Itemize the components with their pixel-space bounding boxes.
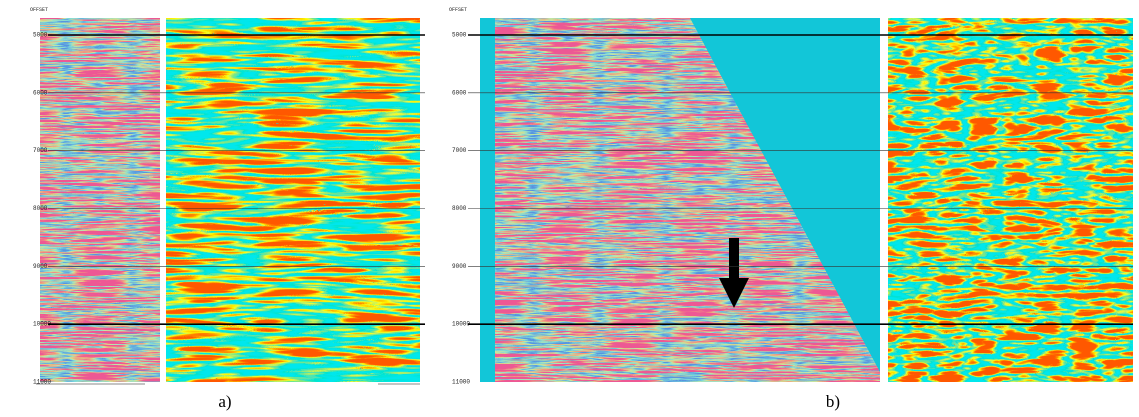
depth-label: 5000 <box>33 32 48 39</box>
attribute-image <box>166 18 420 382</box>
depth-label: 6000 <box>452 89 467 96</box>
depth-label: 10000 <box>452 321 470 328</box>
depth-label: 9000 <box>33 263 48 270</box>
axis-label: OFFSET <box>30 7 48 13</box>
gather-image <box>40 18 160 382</box>
depth-label: 8000 <box>452 205 467 212</box>
depth-label: 11000 <box>33 379 51 386</box>
depth-label: 7000 <box>452 147 467 154</box>
depth-label: 11000 <box>452 379 470 386</box>
attribute-image <box>888 18 1133 382</box>
depth-label: 8000 <box>33 205 48 212</box>
figure: OFFSET 5000 6000 7000 8000 9000 10000 11000 a) OF… <box>0 0 1139 417</box>
axis-label: OFFSET <box>449 7 467 13</box>
depth-label: 9000 <box>452 263 467 270</box>
caption: b) <box>826 392 840 411</box>
depth-label: 7000 <box>33 147 48 154</box>
depth-label: 6000 <box>33 89 48 96</box>
caption: a) <box>218 392 231 411</box>
depth-label: 5000 <box>452 32 467 39</box>
